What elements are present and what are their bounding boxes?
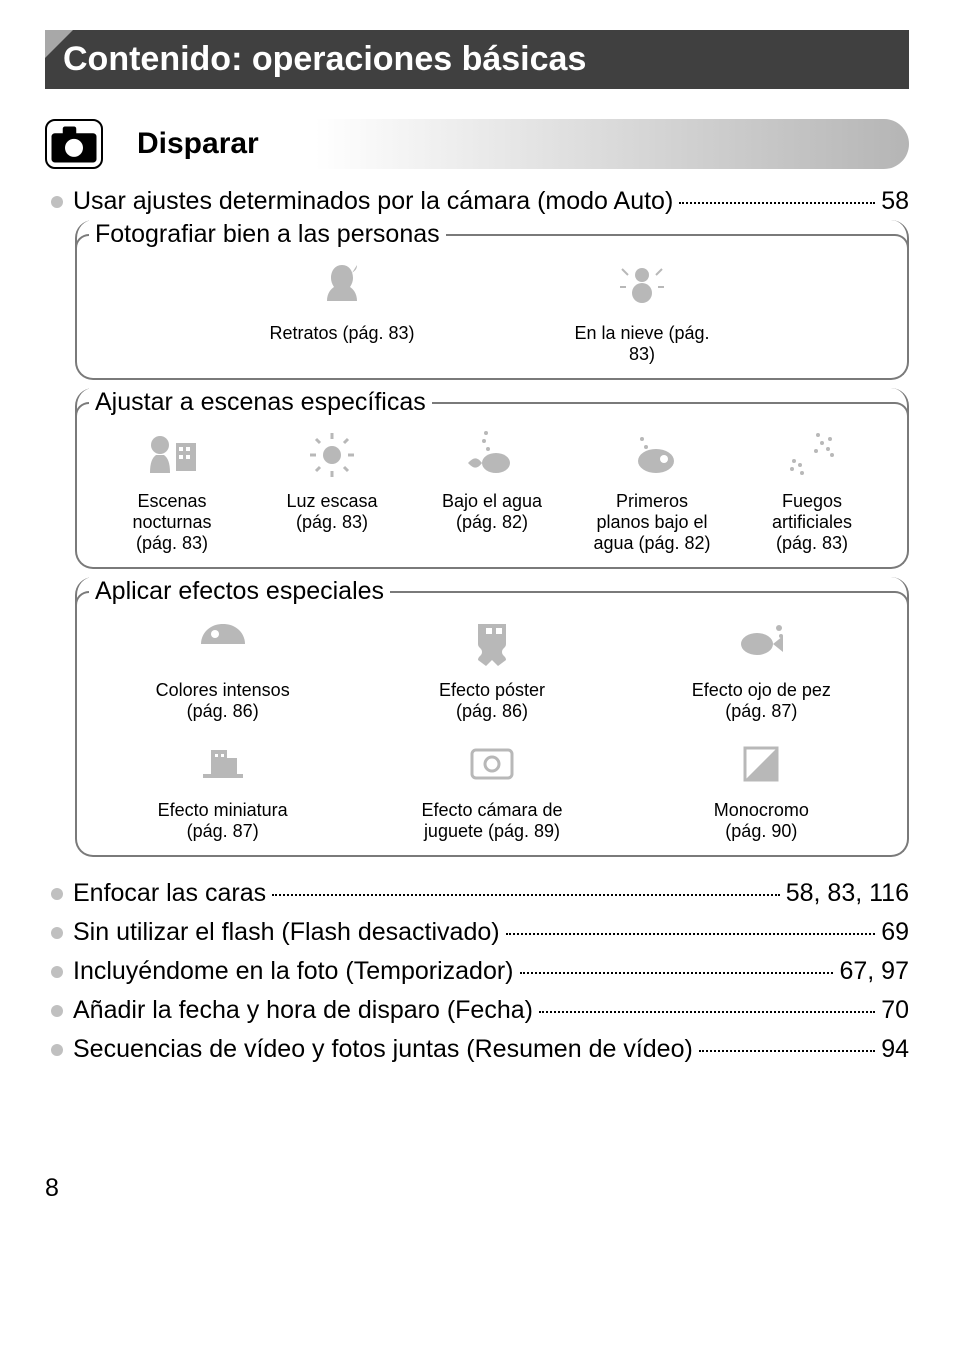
mode-miniature: Efecto miniatura (pág. 87) [91, 734, 354, 841]
mode-snow: En la nieve (pág. 83) [562, 257, 722, 364]
toc-leader [520, 972, 834, 974]
toc-leader [272, 894, 780, 896]
mode-label: Bajo el agua [415, 491, 569, 512]
mode-label: nocturnas [95, 512, 249, 533]
mode-label: Luz escasa [255, 491, 409, 512]
mode-label: (pág. 83) [255, 512, 409, 533]
mode-label: Retratos (pág. 83) [262, 323, 422, 344]
mode-label: (pág. 87) [91, 821, 354, 842]
toc-label: Añadir la fecha y hora de disparo (Fecha… [73, 996, 533, 1025]
miniature-icon [91, 734, 354, 794]
toc-page-ref: 94 [881, 1035, 909, 1064]
toc-entry: Enfocar las caras 58, 83, 116 [51, 879, 909, 908]
fireworks-icon [735, 425, 889, 485]
vivid-icon [91, 614, 354, 674]
toc-leader [539, 1011, 875, 1013]
toy-camera-icon [360, 734, 623, 794]
toc-label: Sin utilizar el flash (Flash desactivado… [73, 918, 500, 947]
box-title: Aplicar efectos especiales [89, 577, 390, 606]
mode-label: Fuegos [735, 491, 889, 512]
toc-entry: Incluyéndome en la foto (Temporizador) 67… [51, 957, 909, 986]
box-title: Ajustar a escenas específicas [89, 388, 432, 417]
section-header: Disparar [45, 119, 909, 169]
mode-label: juguete (pág. 89) [360, 821, 623, 842]
mode-label: artificiales [735, 512, 889, 533]
toc-page-ref: 70 [881, 996, 909, 1025]
low-light-icon [255, 425, 409, 485]
mode-low-light: Luz escasa (pág. 83) [255, 425, 409, 553]
box-scenes: Ajustar a escenas específicas Escenas no… [75, 388, 909, 569]
mode-label: planos bajo el [575, 512, 729, 533]
bottom-toc: Enfocar las caras 58, 83, 116 Sin utilizar… [45, 879, 909, 1064]
snow-icon [562, 257, 722, 317]
mode-label: Efecto miniatura [91, 800, 354, 821]
portrait-icon [262, 257, 422, 317]
mode-label: En la nieve (pág. 83) [562, 323, 722, 364]
toc-entry: Añadir la fecha y hora de disparo (Fecha… [51, 996, 909, 1025]
mode-toy-camera: Efecto cámara de juguete (pág. 89) [360, 734, 623, 841]
mode-label: agua (pág. 82) [575, 533, 729, 554]
bullet-icon [51, 966, 63, 978]
mode-label: Colores intensos [91, 680, 354, 701]
mode-label: (pág. 86) [360, 701, 623, 722]
mode-label: (pág. 87) [630, 701, 893, 722]
box-effects: Aplicar efectos especiales Colores inten… [75, 577, 909, 857]
bullet-icon [51, 927, 63, 939]
mode-fisheye: Efecto ojo de pez (pág. 87) [630, 614, 893, 721]
toc-label: Secuencias de vídeo y fotos juntas (Resu… [73, 1035, 693, 1064]
box-title: Fotografiar bien a las personas [89, 220, 446, 249]
toc-entry: Sin utilizar el flash (Flash desactivado… [51, 918, 909, 947]
fisheye-icon [630, 614, 893, 674]
mode-label: (pág. 83) [735, 533, 889, 554]
mode-vivid: Colores intensos (pág. 86) [91, 614, 354, 721]
mode-underwater: Bajo el agua (pág. 82) [415, 425, 569, 553]
toc-entry-auto: Usar ajustes determinados por la cámara … [51, 187, 909, 216]
toc-label: Enfocar las caras [73, 879, 266, 908]
toc-leader [679, 202, 875, 204]
mode-label: Monocromo [630, 800, 893, 821]
page-number: 8 [45, 1174, 954, 1203]
toc-page-ref: 58, 83, 116 [786, 879, 909, 908]
manual-page: Contenido: operaciones básicas Disparar … [0, 0, 954, 1114]
toc-leader [506, 933, 876, 935]
toc-entry: Secuencias de vídeo y fotos juntas (Resu… [51, 1035, 909, 1064]
mode-portrait: Retratos (pág. 83) [262, 257, 422, 364]
bullet-icon [51, 1044, 63, 1056]
box-people: Fotografiar bien a las personas Retratos… [75, 220, 909, 380]
bullet-icon [51, 196, 63, 208]
bullet-icon [51, 1005, 63, 1017]
monochrome-icon [630, 734, 893, 794]
toc-label: Usar ajustes determinados por la cámara … [73, 187, 673, 216]
toc-page-ref: 58 [881, 187, 909, 216]
mode-label: Efecto ojo de pez [630, 680, 893, 701]
underwater-icon [415, 425, 569, 485]
mode-label: Escenas [95, 491, 249, 512]
banner-title: Contenido: operaciones básicas [45, 30, 909, 89]
mode-label: (pág. 90) [630, 821, 893, 842]
toc-label: Incluyéndome en la foto (Temporizador) [73, 957, 514, 986]
mode-label: (pág. 82) [415, 512, 569, 533]
mode-label: Efecto póster [360, 680, 623, 701]
mode-fireworks: Fuegos artificiales (pág. 83) [735, 425, 889, 553]
mode-label: (pág. 83) [95, 533, 249, 554]
bullet-icon [51, 888, 63, 900]
mode-poster: Efecto póster (pág. 86) [360, 614, 623, 721]
toc-leader [699, 1050, 875, 1052]
camera-icon [45, 119, 103, 169]
toc-page-ref: 67, 97 [839, 957, 909, 986]
mode-label: Primeros [575, 491, 729, 512]
mode-monochrome: Monocromo (pág. 90) [630, 734, 893, 841]
underwater-macro-icon [575, 425, 729, 485]
mode-night-scene: Escenas nocturnas (pág. 83) [95, 425, 249, 553]
poster-icon [360, 614, 623, 674]
section-title: Disparar [117, 119, 909, 169]
mode-underwater-macro: Primeros planos bajo el agua (pág. 82) [575, 425, 729, 553]
night-scene-icon [95, 425, 249, 485]
mode-label: (pág. 86) [91, 701, 354, 722]
mode-label: Efecto cámara de [360, 800, 623, 821]
toc-page-ref: 69 [881, 918, 909, 947]
